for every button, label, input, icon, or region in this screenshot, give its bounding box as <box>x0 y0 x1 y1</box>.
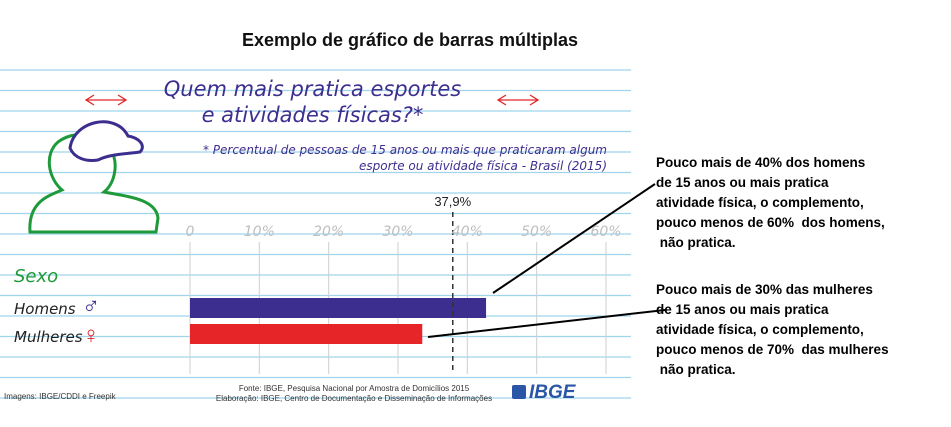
category-label-mulheres: Mulheres <box>14 328 83 346</box>
pointer-line-mulheres <box>427 309 666 338</box>
chart-card: Quem mais pratica esportes e atividades … <box>0 62 631 412</box>
elaboration-line: Elaboração: IBGE, Centro de Documentação… <box>215 394 493 403</box>
person-illustration <box>28 120 160 234</box>
bar-homens <box>190 298 487 318</box>
legend-title: Sexo <box>14 266 59 287</box>
chart-subtitle: * Percentual de pessoas de 15 anos ou ma… <box>202 143 607 173</box>
source-note: Fonte: IBGE, Pesquisa Nacional por Amost… <box>204 384 504 404</box>
tick-label: 20% <box>313 224 345 240</box>
tick-label: 0 <box>185 224 195 240</box>
notebook-background <box>0 69 631 399</box>
source-line: Fonte: IBGE, Pesquisa Nacional por Amost… <box>238 384 470 393</box>
arrow-right-icon <box>496 94 540 106</box>
chart-plot <box>189 212 607 374</box>
tick-label: 50% <box>521 224 553 240</box>
arrow-left-icon <box>84 94 128 106</box>
cap-icon <box>68 120 144 162</box>
tick-label: 40% <box>451 224 483 240</box>
chart-title: Quem mais pratica esportes e atividades … <box>163 77 462 127</box>
tick-label: 60% <box>590 224 622 240</box>
ibge-logo: IBGE <box>512 382 575 404</box>
image-credits: Imagens: IBGE/CDDI e Freepik <box>4 392 116 401</box>
female-symbol-icon: ♀ <box>82 322 100 349</box>
page-title: Exemplo de gráfico de barras múltiplas <box>241 30 579 50</box>
pointer-line-homens <box>492 183 656 294</box>
annotation-mulheres: Pouco mais de 30% das mulheres de 15 ano… <box>656 282 889 377</box>
ibge-logo-icon <box>512 385 526 399</box>
reference-line-label: 37,9% <box>434 194 472 209</box>
tick-label: 10% <box>243 224 275 240</box>
annotation-homens: Pouco mais de 40% dos homens de 15 anos … <box>656 155 885 250</box>
tick-label: 30% <box>382 224 414 240</box>
male-symbol-icon: ♂ <box>82 293 100 320</box>
category-label-homens: Homens <box>14 300 76 318</box>
bar-mulheres <box>190 324 423 344</box>
